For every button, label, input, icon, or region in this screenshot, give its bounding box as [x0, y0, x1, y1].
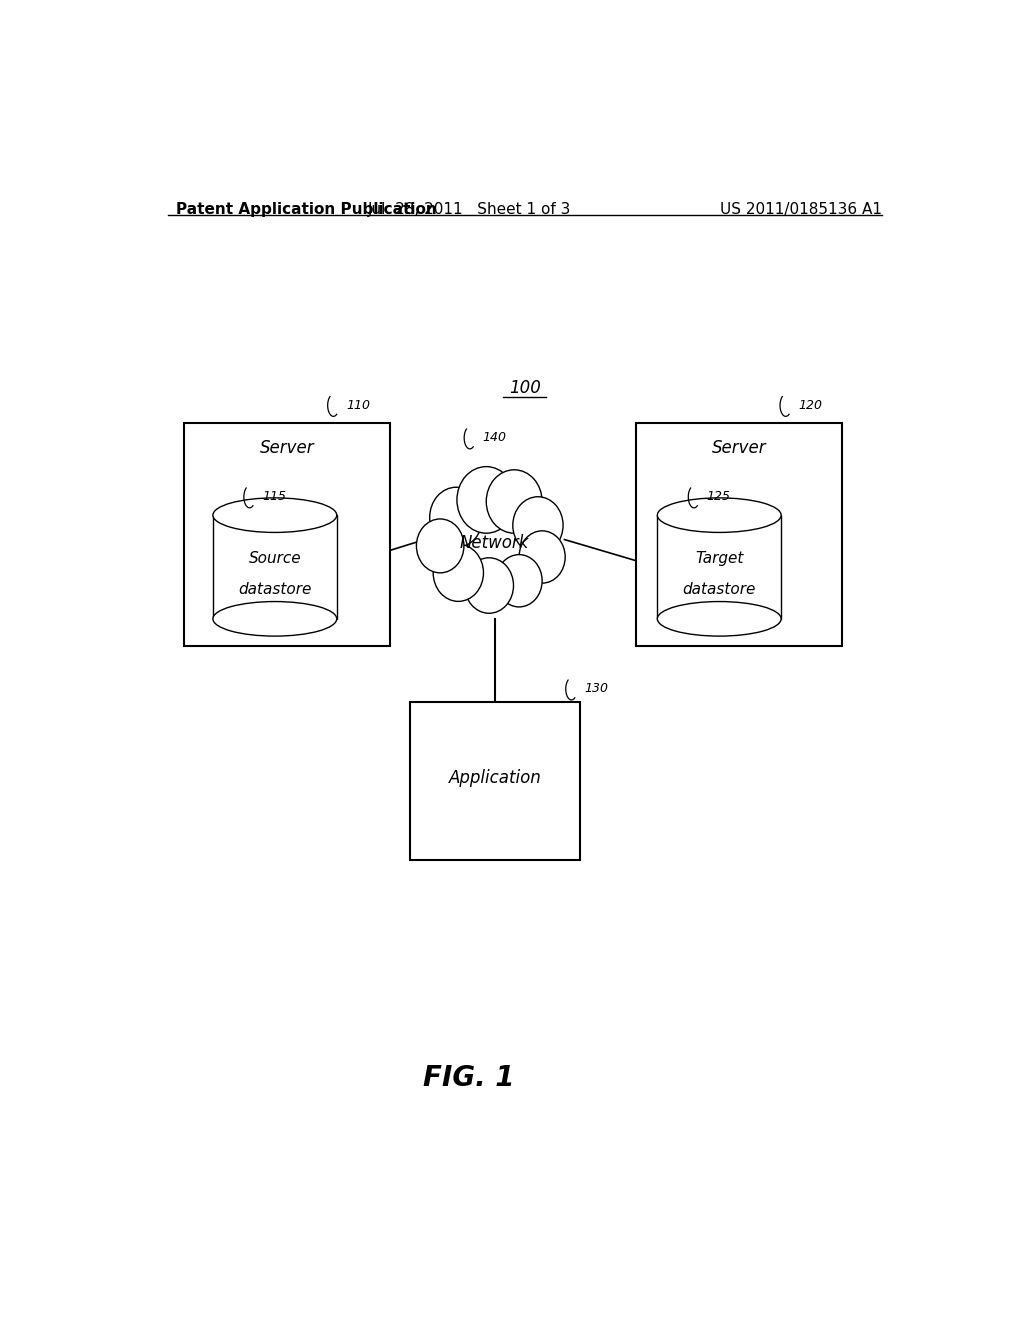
Ellipse shape [519, 531, 565, 583]
Text: 115: 115 [262, 490, 287, 503]
Ellipse shape [465, 558, 513, 614]
Ellipse shape [657, 602, 781, 636]
Text: Patent Application Publication: Patent Application Publication [176, 202, 436, 216]
FancyBboxPatch shape [636, 422, 842, 647]
Text: datastore: datastore [239, 582, 311, 597]
Text: Server: Server [259, 440, 314, 457]
FancyBboxPatch shape [183, 422, 390, 647]
Ellipse shape [657, 498, 781, 532]
Ellipse shape [417, 519, 464, 573]
Text: Network: Network [460, 533, 529, 552]
Text: 140: 140 [482, 432, 507, 445]
Text: 125: 125 [707, 490, 731, 503]
Ellipse shape [430, 487, 482, 548]
Ellipse shape [496, 554, 542, 607]
Text: 120: 120 [799, 399, 822, 412]
Text: 100: 100 [509, 379, 541, 397]
Ellipse shape [457, 466, 516, 533]
Text: Source: Source [249, 552, 301, 566]
FancyBboxPatch shape [410, 702, 581, 859]
Ellipse shape [433, 544, 483, 602]
Text: Target: Target [695, 552, 743, 566]
Ellipse shape [513, 496, 563, 554]
Text: Application: Application [450, 770, 542, 788]
FancyBboxPatch shape [213, 515, 337, 619]
Ellipse shape [213, 498, 337, 532]
Ellipse shape [428, 473, 561, 607]
Text: datastore: datastore [683, 582, 756, 597]
Ellipse shape [213, 602, 337, 636]
Text: Jul. 28, 2011   Sheet 1 of 3: Jul. 28, 2011 Sheet 1 of 3 [368, 202, 571, 216]
FancyBboxPatch shape [657, 515, 781, 619]
Ellipse shape [486, 470, 542, 533]
Text: 130: 130 [585, 682, 608, 696]
Text: FIG. 1: FIG. 1 [424, 1064, 515, 1092]
Text: US 2011/0185136 A1: US 2011/0185136 A1 [720, 202, 882, 216]
Text: 110: 110 [346, 399, 371, 412]
Text: Server: Server [712, 440, 766, 457]
